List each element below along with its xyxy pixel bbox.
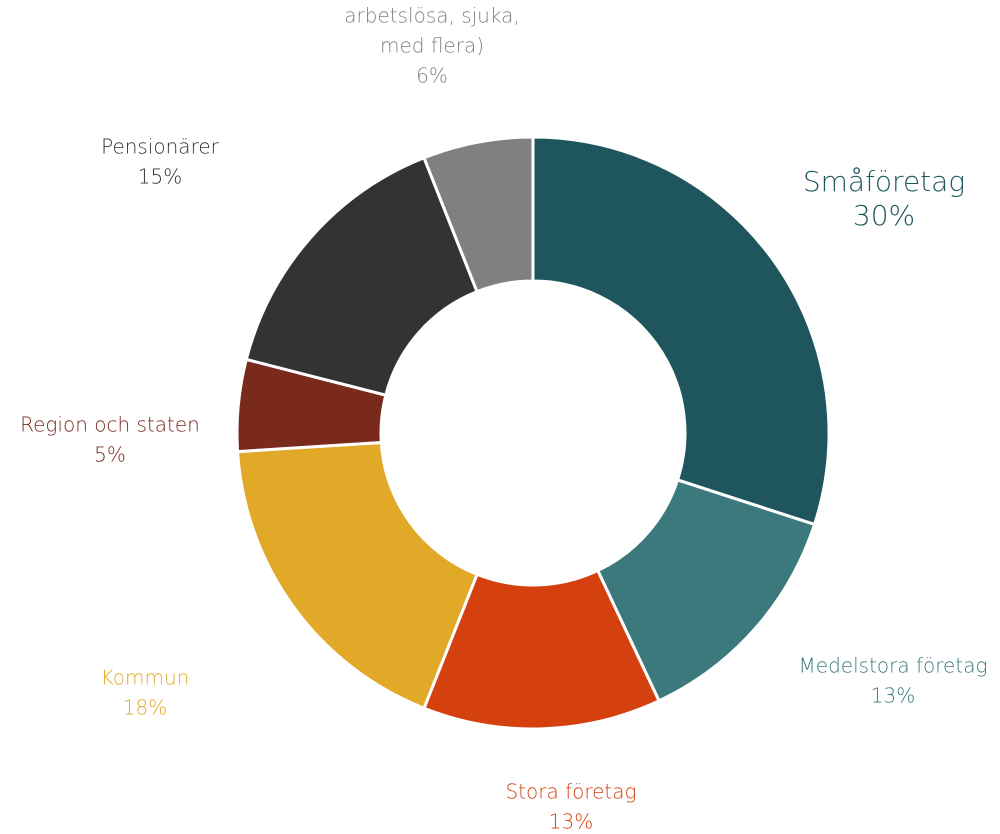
slice-value-3: 18% bbox=[123, 696, 167, 720]
slice-label-6: Annat (studerande,arbetslösa, sjuka,med … bbox=[335, 0, 529, 88]
slice-value-4: 5% bbox=[94, 443, 126, 467]
slice-labels: Småföretag 30%Medelstora företag 13%Stora … bbox=[20, 0, 988, 834]
slice-value-2: 13% bbox=[549, 810, 593, 834]
slice-name-5: Pensionärer bbox=[101, 135, 220, 159]
slice-name-6: arbetslösa, sjuka, bbox=[344, 4, 519, 28]
slice-value-1: 13% bbox=[871, 684, 915, 708]
donut-slices bbox=[235, 135, 831, 731]
slice-name-2: Stora företag bbox=[505, 780, 636, 804]
slice-label-0: Småföretag 30% bbox=[803, 165, 965, 232]
slice-label-5: Pensionärer 15% bbox=[101, 135, 220, 189]
slice-name-0: Småföretag bbox=[803, 165, 965, 198]
slice-name-1: Medelstora företag bbox=[799, 654, 988, 678]
slice-label-4: Region och staten 5% bbox=[20, 413, 200, 467]
slice-6 bbox=[422, 135, 535, 294]
slice-name-3: Kommun bbox=[101, 666, 190, 690]
slice-value-5: 15% bbox=[138, 165, 182, 189]
slice-5 bbox=[244, 156, 479, 397]
slice-name-4: Region och staten bbox=[20, 413, 200, 437]
slice-name-6: med flera) bbox=[380, 34, 484, 58]
slice-value-0: 30% bbox=[853, 199, 915, 232]
slice-value-6: 6% bbox=[416, 64, 448, 88]
slice-0 bbox=[531, 135, 831, 526]
slice-label-2: Stora företag 13% bbox=[505, 780, 636, 834]
slice-3 bbox=[236, 441, 479, 710]
slice-label-3: Kommun 18% bbox=[101, 666, 190, 720]
slice-label-1: Medelstora företag 13% bbox=[799, 654, 988, 708]
